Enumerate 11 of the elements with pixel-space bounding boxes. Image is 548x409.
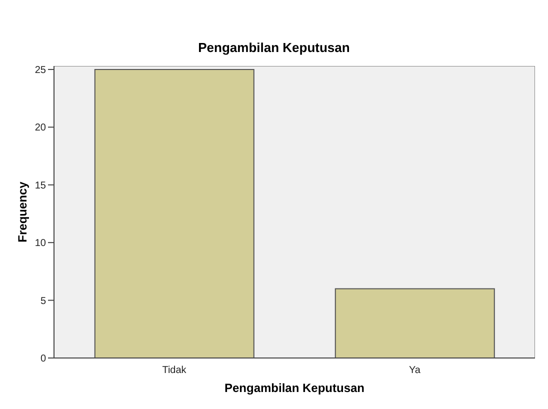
chart-title: Pengambilan Keputusan <box>197 39 351 57</box>
y-tick-label: 0 <box>40 354 46 365</box>
x-tick-label: Ya <box>409 365 421 376</box>
y-tick-label: 10 <box>34 238 46 250</box>
x-axis-title: Pengambilan Keputusan <box>224 381 365 395</box>
x-tick-label: Tidak <box>162 365 188 376</box>
y-tick-label: 20 <box>34 122 46 134</box>
y-tick-label: 25 <box>34 65 46 76</box>
y-axis-title: Frequency <box>15 181 30 242</box>
y-tick-label: 15 <box>34 180 46 192</box>
y-tick-label: 5 <box>40 296 46 307</box>
